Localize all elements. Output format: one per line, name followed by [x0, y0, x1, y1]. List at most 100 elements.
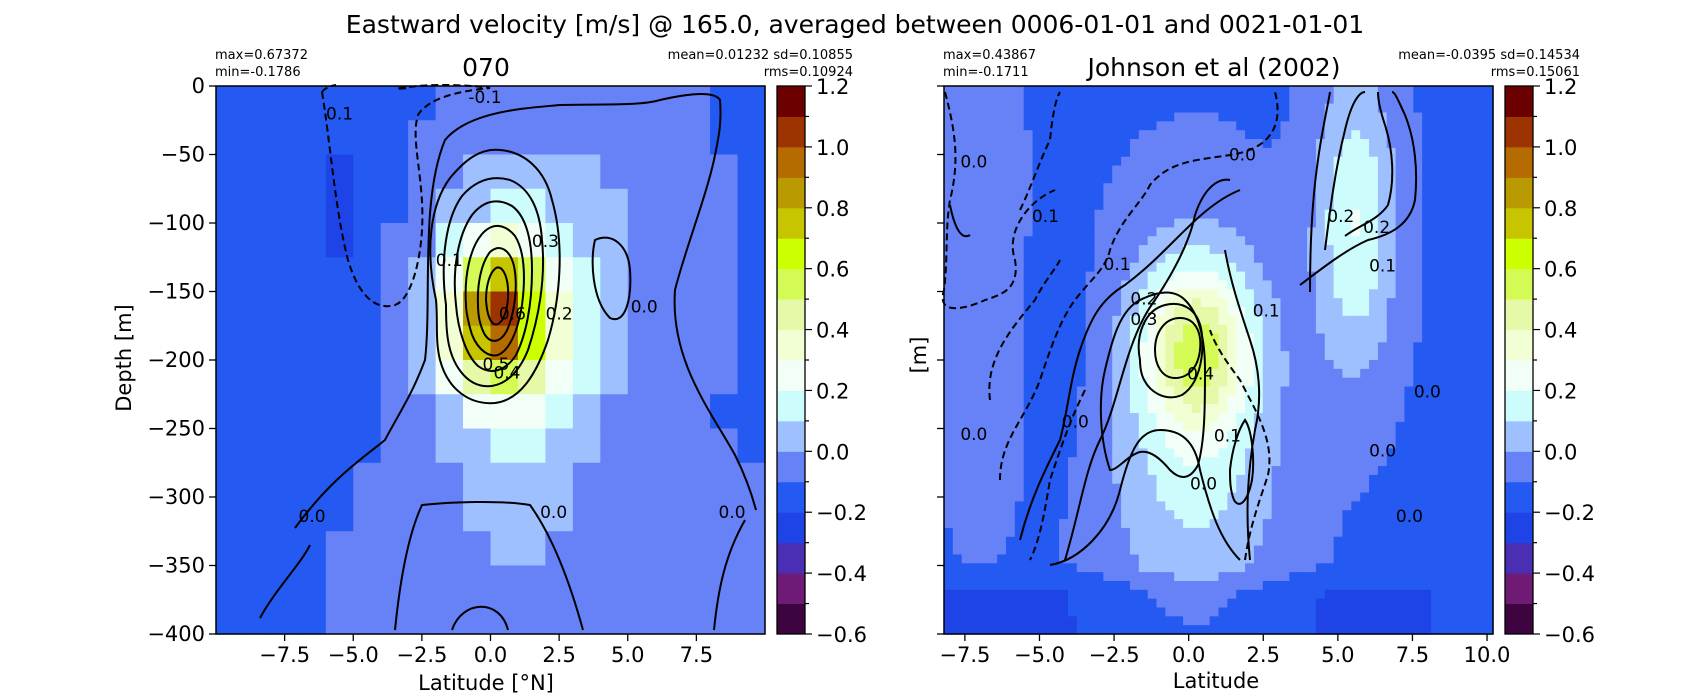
- heatmap-cell: [1138, 200, 1149, 211]
- heatmap-cell: [1227, 289, 1237, 299]
- heatmap-cell: [952, 324, 963, 335]
- heatmap-cell: [1129, 315, 1140, 326]
- heatmap-cell: [1439, 94, 1450, 105]
- heatmap-cell: [1103, 474, 1113, 485]
- heatmap-cell: [988, 413, 998, 423]
- heatmap-cell: [1005, 333, 1016, 343]
- heatmap-cell: [1218, 227, 1228, 237]
- heatmap-cell: [1059, 218, 1069, 229]
- heatmap-cell: [1342, 271, 1352, 282]
- heatmap-cell: [1298, 510, 1308, 520]
- heatmap-cell: [1112, 139, 1122, 149]
- heatmap-cell: [1200, 572, 1211, 582]
- heatmap-cell: [1121, 333, 1131, 343]
- heatmap-cell: [1050, 245, 1060, 255]
- right-axes: −7.5 −5.0 −2.5 0.0 2.5 5.0 7.5 10.0: [937, 85, 1510, 667]
- heatmap-cell: [970, 289, 981, 299]
- heatmap-cell: [1253, 430, 1264, 441]
- heatmap-cell: [1050, 227, 1060, 237]
- heatmap-cell: [1457, 298, 1468, 308]
- heatmap-cell: [1236, 94, 1246, 105]
- heatmap-cell: [1395, 474, 1406, 485]
- heatmap-cell: [1386, 430, 1397, 441]
- heatmap-cell: [1289, 342, 1299, 352]
- heatmap-cell: [1439, 421, 1450, 432]
- heatmap-cell: [961, 147, 972, 158]
- heatmap-cell: [1103, 315, 1113, 326]
- heatmap-cell: [1289, 360, 1299, 370]
- heatmap-cell: [952, 492, 963, 503]
- heatmap-cell: [1431, 616, 1441, 626]
- heatmap-cell: [1324, 147, 1335, 158]
- heatmap-cell: [1023, 112, 1034, 122]
- heatmap-cell: [1129, 616, 1140, 626]
- heatmap-cell: [1280, 421, 1290, 432]
- heatmap-cell: [1457, 253, 1468, 264]
- heatmap-cell: [944, 324, 954, 335]
- heatmap-cell: [1271, 147, 1282, 158]
- heatmap-cell: [1271, 404, 1282, 414]
- heatmap-cell: [1271, 377, 1282, 388]
- heatmap-cell: [1121, 174, 1131, 184]
- heatmap-cell: [1342, 527, 1352, 538]
- heatmap-cell: [1289, 227, 1299, 237]
- heatmap-cell: [1457, 183, 1468, 193]
- heatmap-cell: [1023, 147, 1034, 158]
- heatmap-cell: [1050, 386, 1060, 396]
- heatmap-cell: [1413, 130, 1423, 140]
- right-contour-labels: 0.00.10.00.10.20.20.10.20.3 0.10.40.00.00…: [960, 146, 1441, 528]
- heatmap-cell: [1103, 616, 1113, 626]
- heatmap-cell: [1271, 457, 1282, 467]
- heatmap-cell: [1147, 580, 1158, 591]
- heatmap-cell: [1174, 563, 1184, 573]
- heatmap-cell: [1369, 200, 1379, 211]
- heatmap-cell: [216, 462, 245, 498]
- heatmap-cell: [1351, 527, 1361, 538]
- heatmap-cell: [1413, 448, 1423, 458]
- heatmap-cell: [1280, 510, 1290, 520]
- heatmap-cell: [1023, 165, 1034, 175]
- heatmap-cell: [1360, 183, 1370, 193]
- heatmap-cell: [1448, 218, 1459, 229]
- heatmap-cell: [1112, 563, 1122, 573]
- heatmap-cell: [970, 598, 981, 609]
- heatmap-cell: [961, 306, 972, 317]
- heatmap-cell: [1315, 501, 1326, 511]
- contour-label: 0.0: [960, 152, 987, 172]
- heatmap-cell: [979, 103, 989, 114]
- heatmap-cell: [1431, 519, 1441, 529]
- heatmap-cell: [1085, 351, 1096, 361]
- heatmap-cell: [1005, 501, 1016, 511]
- heatmap-cell: [952, 527, 963, 538]
- heatmap-cell: [952, 466, 963, 476]
- heatmap-cell: [1271, 386, 1282, 396]
- heatmap-cell: [1041, 174, 1051, 184]
- heatmap-cell: [1218, 616, 1228, 626]
- heatmap-cell: [997, 298, 1007, 308]
- heatmap-cell: [952, 554, 963, 564]
- heatmap-cell: [545, 462, 574, 498]
- heatmap-cell: [1484, 616, 1494, 626]
- heatmap-cell: [997, 616, 1007, 626]
- heatmap-cell: [970, 121, 981, 131]
- heatmap-cell: [1156, 360, 1166, 370]
- heatmap-cell: [1457, 333, 1468, 343]
- heatmap-cell: [1448, 156, 1459, 167]
- heatmap-cell: [1466, 377, 1476, 388]
- heatmap-cell: [1386, 324, 1397, 335]
- heatmap-cell: [1245, 218, 1255, 229]
- heatmap-cell: [997, 607, 1007, 617]
- heatmap-cell: [1050, 236, 1060, 246]
- heatmap-cell: [1032, 563, 1042, 573]
- heatmap-cell: [1315, 598, 1326, 609]
- heatmap-cell: [1236, 510, 1246, 520]
- heatmap-cell: [1121, 183, 1131, 193]
- heatmap-cell: [1103, 324, 1113, 335]
- heatmap-cell: [1448, 519, 1459, 529]
- heatmap-cell: [961, 474, 972, 485]
- heatmap-cell: [1156, 430, 1166, 441]
- heatmap-cell: [1200, 130, 1211, 140]
- heatmap-cell: [1112, 448, 1122, 458]
- heatmap-cell: [1395, 245, 1406, 255]
- heatmap-cell: [1191, 200, 1202, 211]
